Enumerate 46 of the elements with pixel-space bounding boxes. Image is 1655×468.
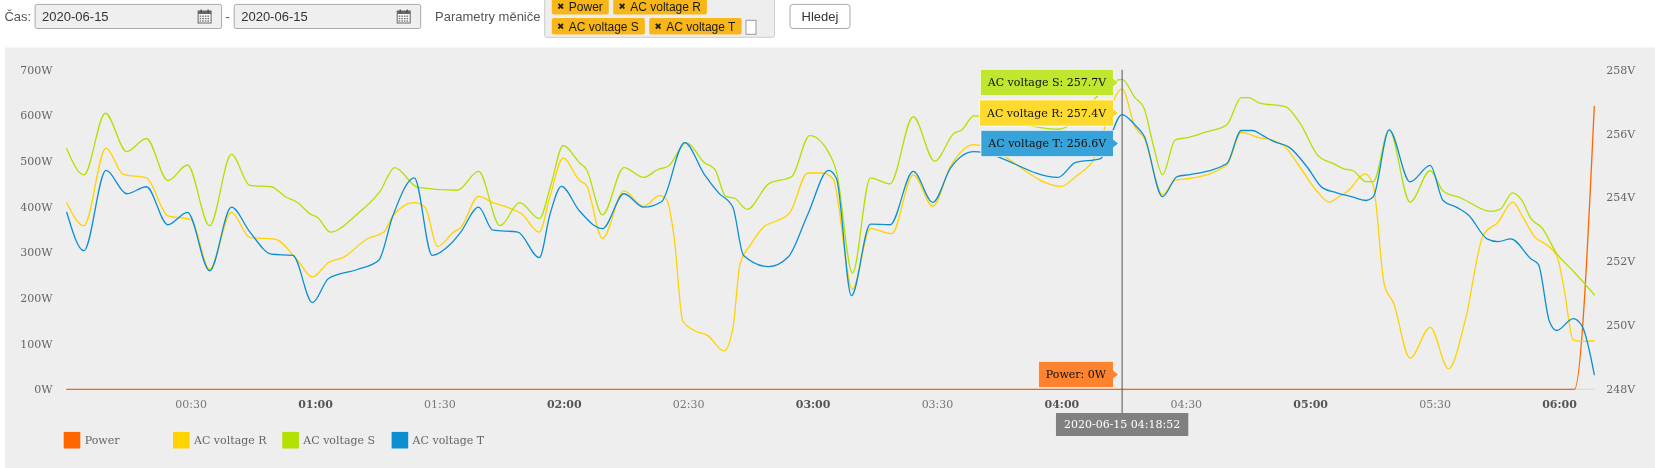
x-tick-label: 02:30 [672, 398, 705, 412]
annotation: AC voltage R: 257.4V [985, 106, 1108, 120]
x-tick-label: 01:30 [424, 398, 456, 412]
annotation: AC voltage S: 257.7V [986, 76, 1108, 90]
legend-label: AC voltage S [302, 434, 376, 448]
y2-tick-label: 250V [1606, 319, 1637, 333]
ref-line-label: 2020-06-15 04:18:52 [1063, 418, 1181, 432]
y-tick-label: 0W [34, 383, 54, 397]
y-tick-label: 400W [20, 200, 54, 214]
x-tick-label: 05:00 [1293, 398, 1329, 412]
y2-tick-label: 256V [1606, 127, 1637, 141]
x-tick-label: 04:30 [1170, 398, 1203, 412]
text: Power [568, 0, 603, 14]
y-tick-label: 100W [20, 337, 54, 351]
y-tick-label: 300W [20, 246, 54, 260]
y2-tick-label: 254V [1606, 191, 1637, 205]
legend-label: AC voltage T [411, 434, 485, 448]
legend-label: Power [84, 434, 121, 448]
x-tick-label: 06:00 [1542, 398, 1578, 412]
y-tick-label: 200W [20, 291, 54, 305]
text: AC voltage S [568, 19, 639, 34]
text: Čas: [4, 9, 32, 25]
text: 2020-06-15 [42, 9, 109, 25]
y-tick-label: 600W [20, 109, 54, 123]
annotation: AC voltage T: 256.6V [987, 137, 1108, 151]
legend-label: AC voltage R [193, 434, 268, 448]
x-tick-label: 02:00 [546, 398, 582, 412]
x-tick-label: 05:30 [1419, 398, 1451, 412]
y2-tick-label: 248V [1606, 383, 1637, 397]
text: 2020-06-15 [241, 9, 308, 25]
x-tick-label: 01:00 [298, 398, 334, 412]
x-tick-label: 04:00 [1044, 398, 1080, 412]
annotation: Power: 0W [1045, 368, 1107, 382]
x-tick-label: 03:30 [921, 398, 954, 412]
text: Parametry měniče [435, 9, 541, 25]
y-tick-label: 700W [20, 63, 54, 77]
y2-tick-label: 258V [1606, 63, 1637, 77]
text: AC voltage R [630, 0, 701, 14]
line-series [66, 78, 1595, 296]
text: Hledej [801, 9, 839, 25]
y-tick-label: 500W [20, 154, 54, 168]
y2-tick-label: 252V [1606, 255, 1637, 269]
text: - [225, 9, 230, 25]
x-tick-label: 03:00 [795, 398, 831, 412]
text: AC voltage T [666, 19, 736, 34]
x-tick-label: 00:30 [175, 398, 207, 412]
